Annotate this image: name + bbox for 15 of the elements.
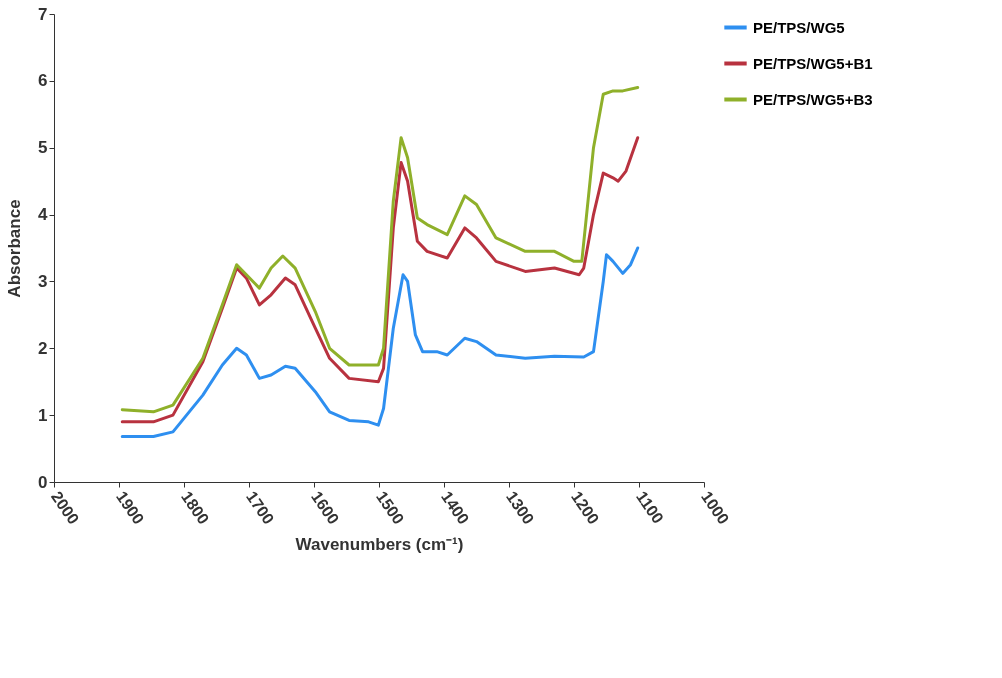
y-tick-label: 2 bbox=[38, 338, 48, 358]
line-series bbox=[120, 246, 640, 439]
y-tick-label: 0 bbox=[38, 472, 48, 492]
legend-label: PE/TPS/WG5+B1 bbox=[753, 54, 873, 72]
y-tick-label: 3 bbox=[38, 271, 48, 291]
y-tick-label: 7 bbox=[38, 4, 48, 24]
y-tick-label: 5 bbox=[38, 138, 48, 158]
y-tick-label: 4 bbox=[38, 205, 49, 225]
y-tick-label: 1 bbox=[38, 405, 48, 425]
y-axis-title: Absorbance bbox=[5, 199, 25, 298]
legend-label: PE/TPS/WG5 bbox=[753, 18, 845, 36]
x-axis-title: Wavenumbers (cm⁻¹) bbox=[295, 535, 464, 555]
line-series bbox=[120, 86, 640, 414]
legend-label: PE/TPS/WG5+B3 bbox=[753, 90, 873, 108]
y-tick-label: 6 bbox=[38, 71, 48, 91]
